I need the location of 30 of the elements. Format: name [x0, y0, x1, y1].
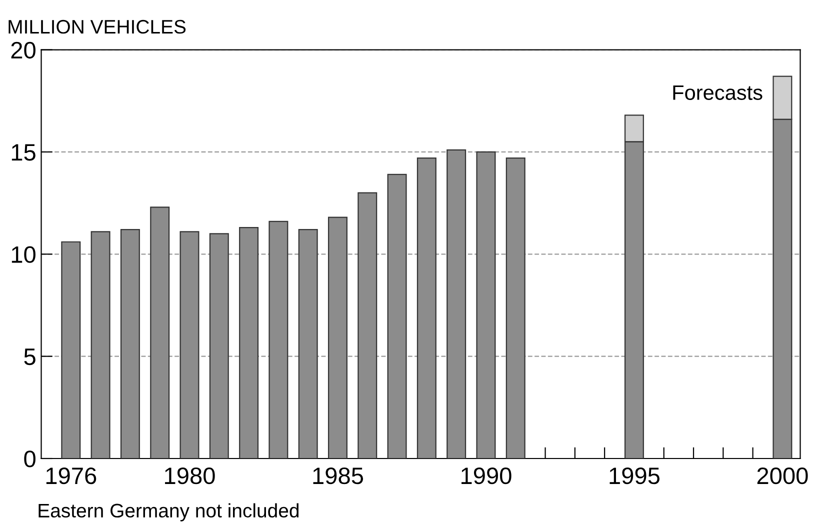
y-axis-title: MILLION VEHICLES: [8, 20, 186, 34]
bar: [120, 229, 140, 458]
bar: [416, 158, 436, 458]
y-tick-label: 0: [24, 450, 36, 468]
bar: [358, 192, 378, 458]
y-tick-label: 20: [11, 42, 36, 59]
bar: [180, 231, 200, 458]
bar: [61, 241, 81, 458]
bar: [446, 149, 466, 458]
bar: [387, 174, 407, 458]
x-tick-label: 1976: [46, 467, 96, 484]
y-tick-label: 15: [12, 144, 36, 161]
y-tick-label: 5: [24, 348, 36, 366]
bar: [209, 233, 229, 458]
bar: [476, 151, 496, 458]
annotation: Forecasts: [673, 85, 762, 100]
bar: [328, 216, 348, 458]
bar: [150, 206, 170, 458]
x-tick-label: 1990: [462, 467, 512, 484]
text: Eastern Germany not included: [38, 503, 299, 522]
x-tick-label: 1985: [313, 467, 364, 484]
bar: [268, 220, 288, 458]
y-tick-label: 10: [12, 246, 36, 263]
bar: [239, 227, 259, 458]
bar: [506, 158, 526, 458]
bar: [298, 229, 318, 458]
bar: [90, 231, 110, 458]
x-tick-label: 1995: [610, 467, 660, 484]
x-tick-label: 2000: [757, 467, 808, 484]
x-tick-label: 1980: [165, 467, 215, 484]
